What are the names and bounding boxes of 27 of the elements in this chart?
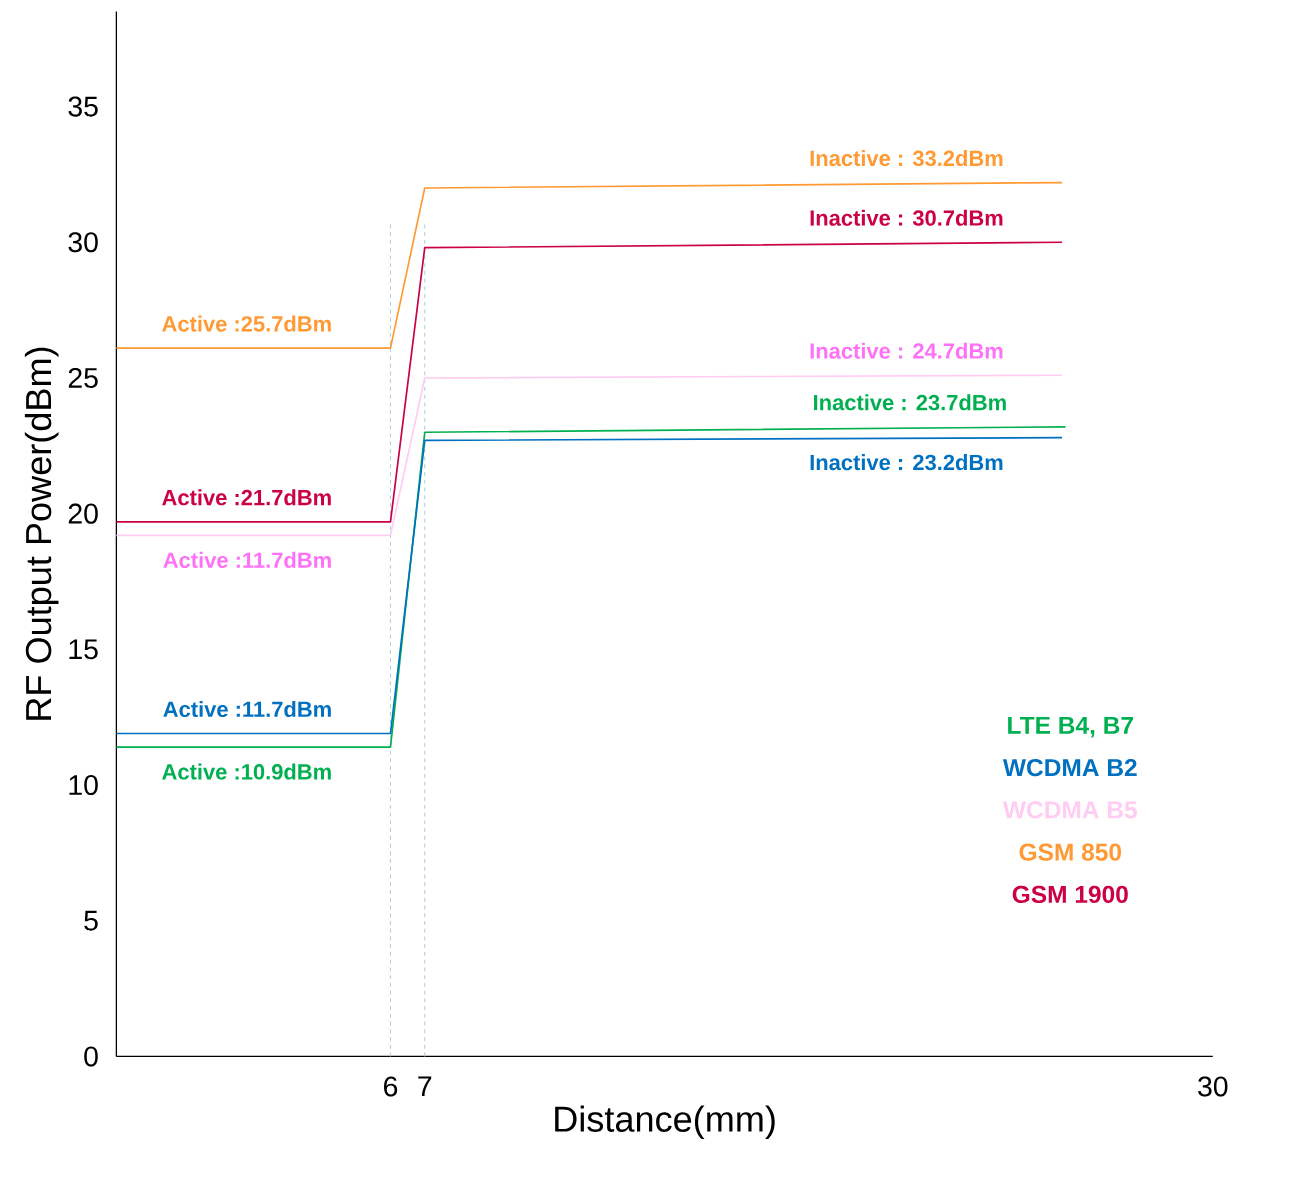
y-tick-label: 15 [69, 639, 98, 660]
annotation: Inactive : 30.7dBm [810, 209, 1003, 226]
y-tick-label: 30 [68, 232, 98, 253]
y-axis-title: RF Output Power(dBm) [24, 347, 59, 720]
y-tick-label: 0 [84, 1046, 98, 1067]
x-tick-label: 30 [1198, 1076, 1228, 1097]
y-tick-label: 20 [68, 503, 98, 524]
x-axis-title: Distance(mm) [555, 1105, 775, 1140]
text: GSM 1900 [1012, 885, 1128, 903]
annotation: Active :11.7dBm [163, 551, 331, 568]
annotation: Inactive : 23.7dBm [814, 394, 1006, 411]
text: GSM 850 [1019, 843, 1122, 861]
y-tick-label: 35 [68, 96, 98, 117]
text: LTE B4, B7 [1008, 716, 1133, 738]
y-tick-label: 10 [69, 774, 98, 796]
y-tick-label: 25 [68, 367, 98, 388]
y-tick-label: 5 [84, 910, 98, 931]
x-tick-label: 7 [418, 1076, 432, 1096]
annotation: Active :10.9dBm [162, 763, 331, 780]
annotation: Inactive : 23.2dBm [810, 454, 1003, 471]
annotation: Active :25.7dBm [162, 315, 331, 332]
x-tick-label: 6 [384, 1076, 398, 1097]
annotation: Inactive : 24.7dBm [810, 342, 1003, 359]
annotation: Active :11.7dBm [163, 700, 331, 717]
annotation: Active :21.7dBm [162, 489, 331, 506]
text: WCDMA B2 [1002, 758, 1137, 777]
annotation: Inactive : 33.2dBm [810, 149, 1003, 167]
